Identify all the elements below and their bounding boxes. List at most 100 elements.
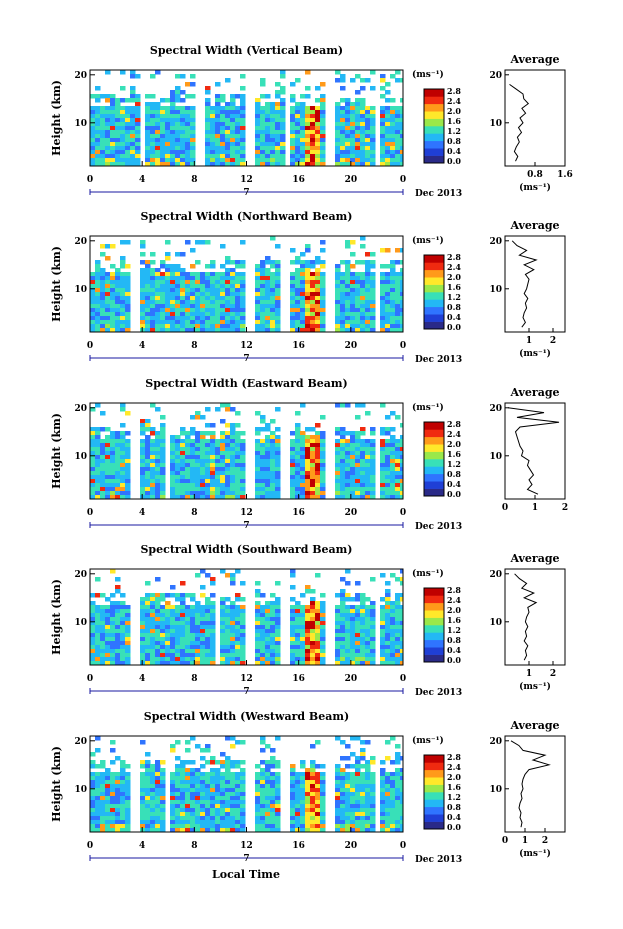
heatmap-cell xyxy=(115,459,121,464)
heatmap-cell xyxy=(160,292,166,297)
heatmap-cell xyxy=(275,633,281,638)
heatmap-cell xyxy=(385,653,391,658)
heatmap-cell xyxy=(215,455,221,460)
heatmap-cell xyxy=(190,284,196,289)
heatmap-cell xyxy=(225,280,231,285)
heatmap-cell xyxy=(265,649,271,654)
heatmap-cell xyxy=(175,495,181,499)
heatmap-cell xyxy=(290,248,296,253)
heatmap-cell xyxy=(235,633,241,638)
heatmap-cell xyxy=(380,427,386,432)
heatmap-cell xyxy=(100,324,106,329)
heatmap-cell xyxy=(170,447,176,452)
heatmap-cell xyxy=(360,491,366,496)
heatmap-cell xyxy=(360,661,366,665)
heatmap-cell xyxy=(230,94,236,99)
heatmap-cell xyxy=(145,260,151,265)
heatmap-cell xyxy=(150,768,156,773)
heatmap-cell xyxy=(210,292,216,297)
heatmap-cell xyxy=(335,772,341,777)
heatmap-cell xyxy=(390,138,396,143)
heatmap-cell xyxy=(215,304,221,309)
heatmap-cell xyxy=(195,455,201,460)
heatmap-cell xyxy=(340,451,346,456)
heatmap-cell xyxy=(335,122,341,127)
heatmap-cell xyxy=(105,467,111,472)
heatmap-cell xyxy=(180,808,186,813)
heatmap-cell xyxy=(180,272,186,277)
heatmap-cell xyxy=(90,142,96,147)
heatmap-cell xyxy=(315,613,321,618)
heatmap-cell xyxy=(205,609,211,614)
heatmap-cell xyxy=(210,316,216,321)
heatmap-cell xyxy=(260,324,266,329)
heatmap-cell xyxy=(260,748,266,753)
heatmap-cell xyxy=(260,483,266,488)
heatmap-cell xyxy=(145,760,151,765)
heatmap-cell xyxy=(120,447,126,452)
heatmap-cell xyxy=(385,154,391,159)
heatmap-cell xyxy=(310,645,316,650)
heatmap-cell xyxy=(180,792,186,797)
heatmap-cell xyxy=(400,130,403,135)
heatmap-cell xyxy=(395,756,401,761)
heatmap-cell xyxy=(105,463,111,468)
heatmap-cell xyxy=(365,264,371,269)
heatmap-cell xyxy=(210,768,216,773)
heatmap-cell xyxy=(400,455,403,460)
heatmap-cell xyxy=(105,106,111,111)
heatmap-cell xyxy=(240,609,246,614)
heatmap-cell xyxy=(315,812,321,817)
heatmap-cell xyxy=(295,463,301,468)
heatmap-cell xyxy=(100,629,106,634)
heatmap-cell xyxy=(110,649,116,654)
heatmap-cell xyxy=(315,804,321,809)
heatmap-cell xyxy=(255,625,261,630)
heatmap-cell xyxy=(390,808,396,813)
heatmap-cell xyxy=(315,122,321,127)
heatmap-cell xyxy=(235,467,241,472)
heatmap-cell xyxy=(115,479,121,484)
heatmap-cell xyxy=(275,487,281,492)
heatmap-cell xyxy=(265,268,271,273)
heatmap-cell xyxy=(195,796,201,801)
heatmap-cell xyxy=(380,150,386,155)
heatmap-cell xyxy=(360,451,366,456)
heatmap-cell xyxy=(90,316,96,321)
heatmap-cell xyxy=(210,617,216,622)
colorbar-swatch xyxy=(424,755,444,763)
heatmap-cell xyxy=(255,796,261,801)
heatmap-cell xyxy=(205,292,211,297)
heatmap-cell xyxy=(265,487,271,492)
heatmap-cell xyxy=(125,439,131,444)
heatmap-cell xyxy=(390,320,396,325)
heatmap-cell xyxy=(100,304,106,309)
heatmap-cell xyxy=(300,645,306,650)
heatmap-cell xyxy=(310,772,316,777)
heatmap-cell xyxy=(95,800,101,805)
heatmap-cell xyxy=(210,661,216,665)
heatmap-cell xyxy=(145,609,151,614)
heatmap-cell xyxy=(155,792,161,797)
heatmap-cell xyxy=(160,308,166,313)
heatmap-cell xyxy=(200,447,206,452)
heatmap-cell xyxy=(200,657,206,662)
heatmap-cell xyxy=(150,451,156,456)
heatmap-cell xyxy=(195,491,201,496)
heatmap-cell xyxy=(165,300,171,305)
heatmap-cell xyxy=(335,162,341,166)
heatmap-cell xyxy=(155,304,161,309)
heatmap-cell xyxy=(255,130,261,135)
heatmap-cell xyxy=(335,304,341,309)
heatmap-cell xyxy=(160,146,166,151)
heatmap-cell xyxy=(180,625,186,630)
heatmap-cell xyxy=(215,292,221,297)
heatmap-cell xyxy=(295,431,301,436)
heatmap-cell xyxy=(190,637,196,642)
heatmap-cell xyxy=(305,427,311,432)
heatmap-cell xyxy=(370,118,376,123)
heatmap-cell xyxy=(115,320,121,325)
heatmap-cell xyxy=(255,431,261,436)
heatmap-cell xyxy=(315,776,321,781)
heatmap-cell xyxy=(90,772,96,777)
